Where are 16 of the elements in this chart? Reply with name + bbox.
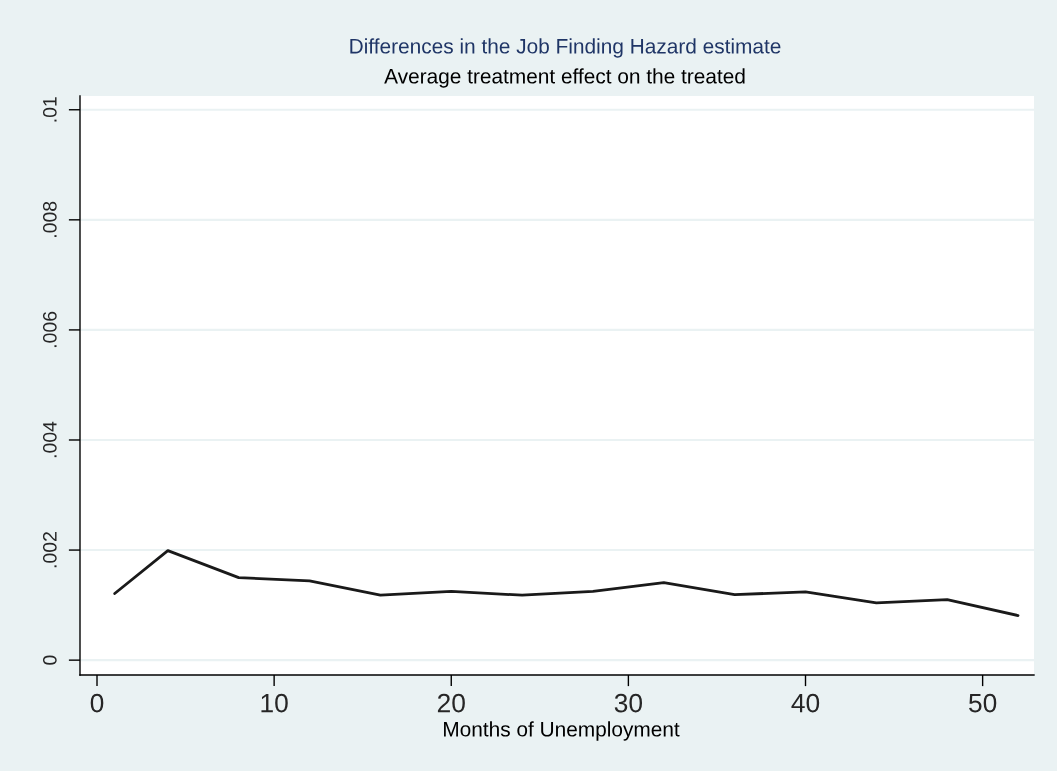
x-axis-title: Months of Unemployment — [444, 721, 680, 741]
y-tick-label: .002 — [42, 532, 57, 568]
y-tick-label: .004 — [42, 421, 57, 458]
chart-title: Differences in the Job Finding Hazard estimate — [350, 38, 781, 58]
line-series — [113, 549, 1020, 617]
x-tick-label: 0 — [90, 693, 104, 713]
x-tick-label: 50 — [969, 693, 997, 713]
x-tick-label: 10 — [261, 693, 288, 713]
x-tick-label: 20 — [437, 693, 465, 713]
y-tick-label: .006 — [42, 311, 57, 348]
y-tick-label: .008 — [42, 201, 57, 237]
x-tick-label: 40 — [791, 693, 820, 713]
x-tick-label: 30 — [614, 693, 643, 713]
chart-subtitle: Average treatment effect on the treated — [384, 68, 745, 88]
y-tick-label: .01 — [42, 97, 57, 122]
y-tick-label: 0 — [42, 655, 57, 665]
